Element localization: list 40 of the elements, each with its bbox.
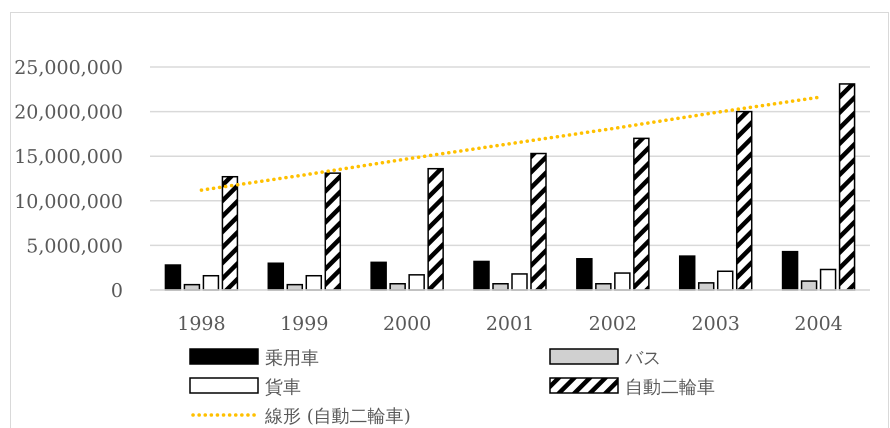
line-series	[200, 96, 820, 192]
legend-label: 貨車	[265, 377, 301, 398]
x-tick-label: 2003	[692, 313, 740, 335]
x-tick-label: 1999	[280, 313, 328, 335]
bar	[736, 110, 752, 291]
x-tick-label: 2000	[382, 313, 432, 335]
bar	[530, 152, 547, 291]
legend-label: 乗用車	[265, 348, 319, 369]
bar	[614, 272, 631, 291]
y-tick-label: 5,000,000	[26, 235, 123, 258]
legend-label: 線形 (自動二輪車)	[264, 406, 411, 427]
bar	[202, 274, 220, 291]
bar	[782, 250, 798, 291]
bar	[473, 260, 490, 291]
bar	[268, 262, 284, 291]
bar	[820, 268, 836, 291]
legend-label: バス	[624, 348, 661, 369]
bar	[511, 273, 528, 291]
bar	[716, 270, 734, 291]
x-tick-label: 2002	[588, 313, 638, 335]
bar	[370, 262, 387, 291]
y-tick-label: 0	[110, 280, 123, 302]
bar	[576, 258, 593, 291]
bar	[408, 274, 425, 291]
x-tick-label: 2001	[486, 313, 534, 335]
y-tick-label: 15,000,000	[14, 146, 123, 168]
bar	[222, 176, 238, 291]
x-tick-label: 1998	[177, 313, 226, 335]
bar	[838, 83, 856, 291]
y-tick-label: 20,000,000	[14, 102, 123, 124]
bar	[633, 138, 650, 291]
legend-label: 自動二輪車	[625, 377, 715, 398]
bar	[427, 168, 444, 291]
x-tick-label: 2004	[794, 313, 843, 335]
y-tick-label: 10,000,000	[14, 190, 123, 213]
bar	[678, 255, 696, 291]
bar	[306, 274, 322, 291]
bar	[324, 172, 342, 291]
bar	[164, 264, 182, 291]
y-tick-label: 25,000,000	[14, 57, 123, 79]
